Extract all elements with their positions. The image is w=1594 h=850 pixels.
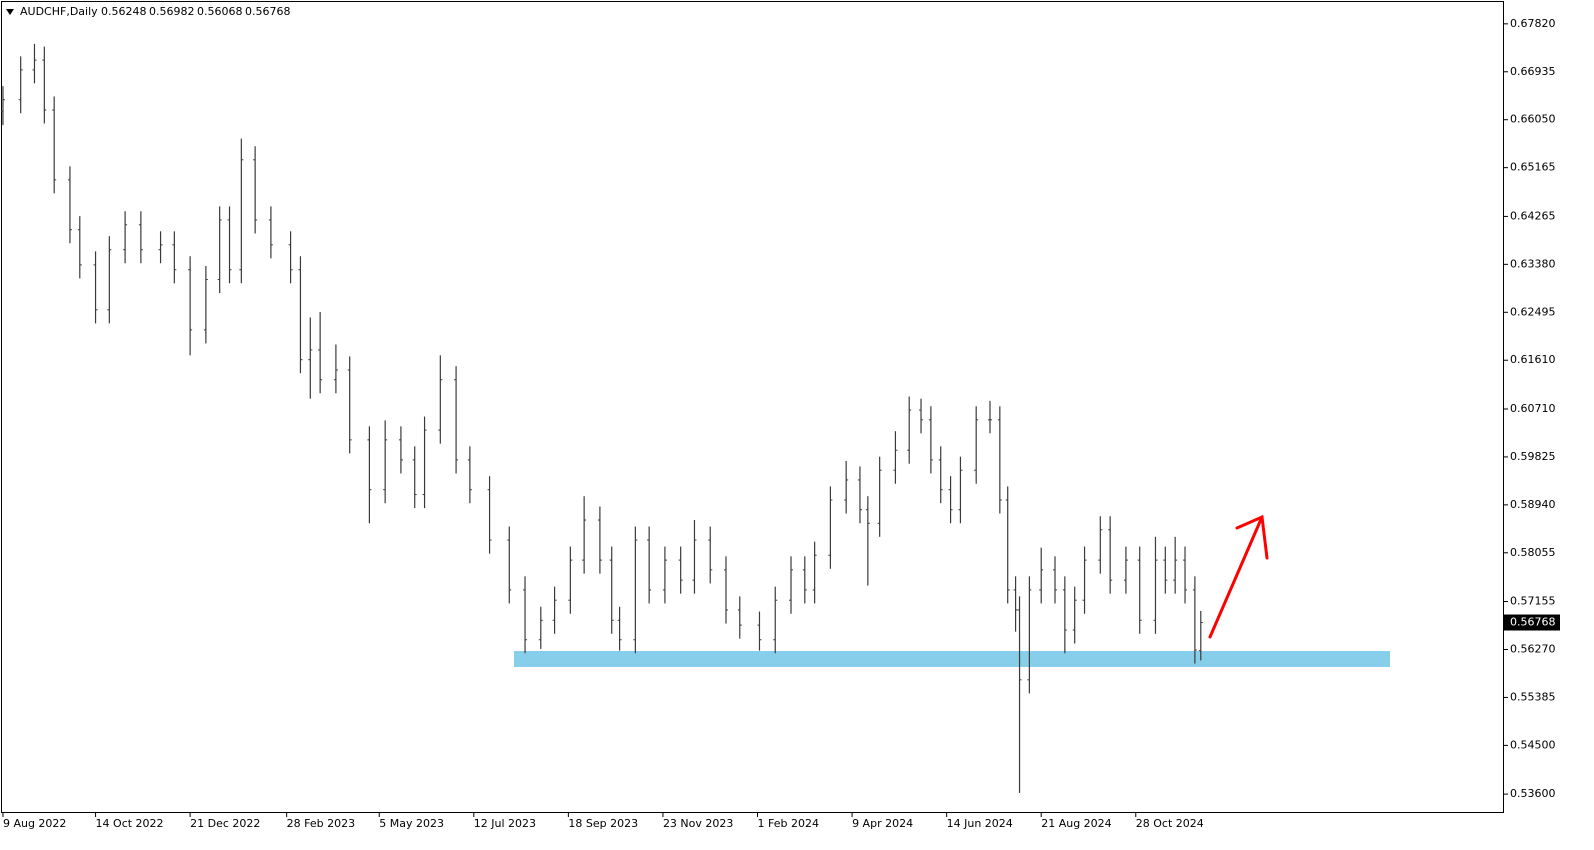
- y-tick-label: 0.56270: [1510, 642, 1556, 655]
- y-tick-label: 0.66935: [1510, 65, 1556, 78]
- y-tick-label: 0.57155: [1510, 595, 1556, 608]
- y-tick-label: 0.65165: [1510, 161, 1556, 174]
- x-tick-label: 1 Feb 2024: [758, 817, 819, 830]
- y-tick-label: 0.60710: [1510, 402, 1556, 415]
- x-tick-label: 14 Oct 2022: [96, 817, 164, 830]
- x-tick-label: 9 Aug 2022: [3, 817, 66, 830]
- y-tick-label: 0.58055: [1510, 546, 1556, 559]
- x-tick-label: 9 Apr 2024: [852, 817, 913, 830]
- x-tick-label: 12 Jul 2023: [474, 817, 536, 830]
- price-tag-label: 0.56768: [1510, 616, 1556, 629]
- y-tick-label: 0.61610: [1510, 353, 1556, 366]
- symbol: AUDCHF,Daily: [20, 5, 98, 18]
- x-tick-label: 21 Dec 2022: [190, 817, 260, 830]
- x-tick-label: 21 Aug 2024: [1041, 817, 1111, 830]
- y-tick-label: 0.58940: [1510, 498, 1556, 511]
- x-tick-label: 14 Jun 2024: [947, 817, 1013, 830]
- x-tick-label: 28 Feb 2023: [287, 817, 355, 830]
- arrow: [1208, 514, 1269, 639]
- bars: [0, 43, 1203, 794]
- last-low: 0.56068: [197, 5, 243, 18]
- support-zone: [514, 651, 1390, 667]
- arrow-shaft: [1208, 515, 1264, 639]
- y-tick-label: 0.62495: [1510, 305, 1556, 318]
- arrow-head: [1235, 514, 1269, 560]
- last-high: 0.56982: [149, 5, 195, 18]
- price-tag: [1504, 614, 1560, 631]
- x-tick-label: 23 Nov 2023: [663, 817, 733, 830]
- y-tick-label: 0.53600: [1510, 787, 1556, 800]
- plot-frame: [1, 1, 1504, 813]
- y-tick-label: 0.55385: [1510, 690, 1556, 703]
- x-tick-label: 18 Sep 2023: [568, 817, 638, 830]
- y-tick-label: 0.59825: [1510, 450, 1556, 463]
- x-tick-label: 28 Oct 2024: [1136, 817, 1204, 830]
- y-tick-label: 0.63380: [1510, 257, 1556, 270]
- y-tick-label: 0.64265: [1510, 209, 1556, 222]
- last-close: 0.56768: [245, 5, 291, 18]
- y-tick-label: 0.67820: [1510, 17, 1556, 30]
- y-tick-label: 0.66050: [1510, 113, 1556, 126]
- last-open: 0.56248: [101, 5, 147, 18]
- x-tick-label: 5 May 2023: [379, 817, 444, 830]
- y-tick-label: 0.54500: [1510, 738, 1556, 751]
- dropdown-icon: [6, 9, 14, 15]
